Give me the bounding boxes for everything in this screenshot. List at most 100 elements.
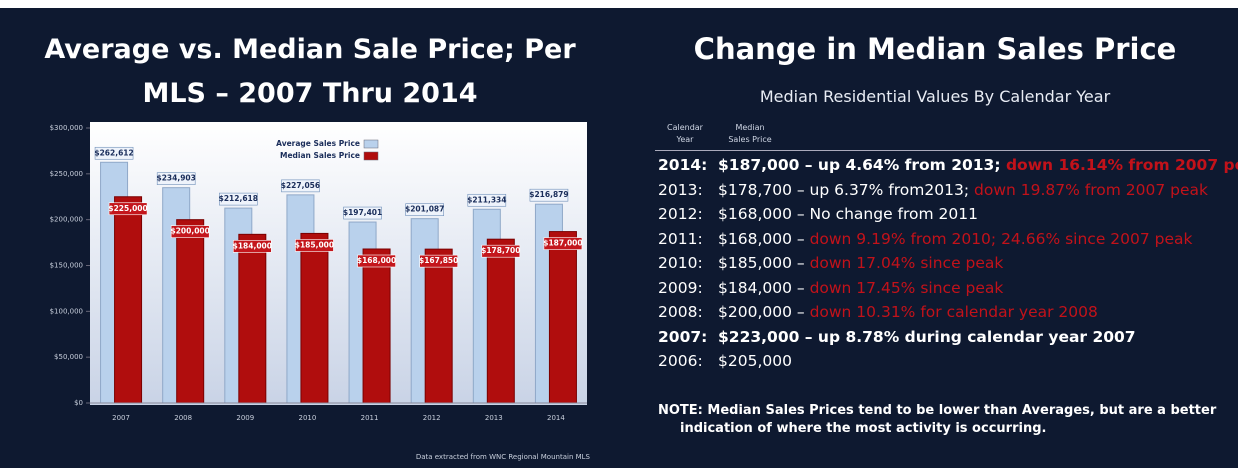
value-label-box <box>357 254 396 268</box>
value-label-box <box>108 202 148 216</box>
value-label: $168,000 <box>357 256 396 265</box>
chart-title: Average vs. Median Sale Price; Per MLS –… <box>44 34 576 109</box>
row-year: 2012: <box>658 205 703 223</box>
row-year: 2006: <box>658 352 703 370</box>
bar <box>424 248 453 404</box>
bar <box>486 238 515 404</box>
bar <box>114 196 143 404</box>
value-label: $184,000 <box>233 241 272 250</box>
row-highlight: down 19.87% from 2007 peak <box>974 180 1208 199</box>
row: 2014: $187,000 – up 4.64% from 2013; down… <box>658 156 1238 174</box>
note: NOTE: Median Sales Prices tend to be low… <box>658 403 1217 436</box>
row: 2013: $178,700 – up 6.37% from2013; down … <box>658 181 1208 199</box>
x-tick-label: 2008 <box>174 414 192 422</box>
row-year: 2011: <box>658 229 703 248</box>
value-label-box <box>94 146 134 160</box>
source: Data extracted from WNC Regional Mountai… <box>416 453 591 461</box>
panel-title: Change in Median Sales Price <box>693 32 1177 66</box>
value-label-box <box>419 254 458 268</box>
row-text: $168,000 – <box>718 229 810 248</box>
bar <box>548 231 577 404</box>
y-tick-label: $0 <box>74 399 83 407</box>
bar <box>362 248 391 404</box>
row-year: 2008: <box>658 303 703 321</box>
row-year: 2009: <box>658 278 703 297</box>
value-label: $185,000 <box>295 240 334 249</box>
x-tick-label: 2011 <box>361 414 379 422</box>
row-text: $168,000 – No change from 2011 <box>718 205 978 223</box>
row-text: $223,000 – up 8.78% during calendar year… <box>718 327 1136 346</box>
value-label: $212,618 <box>219 194 258 203</box>
row-highlight: down 16.14% from 2007 peak <box>1005 156 1238 174</box>
x-tick-label: 2009 <box>236 414 254 422</box>
x-tick-label: 2012 <box>423 414 441 422</box>
row-text: $200,000 – <box>718 303 810 321</box>
value-label: $187,000 <box>543 239 582 248</box>
value-label: $200,000 <box>170 227 209 236</box>
row-year: 2010: <box>658 254 703 272</box>
y-tick-label: $150,000 <box>50 262 83 270</box>
value-label-box <box>405 203 444 216</box>
bar <box>238 233 267 404</box>
row-year: 2013: <box>658 180 703 199</box>
value-label: $167,850 <box>419 256 458 265</box>
value-label-box <box>170 225 210 238</box>
row: 2008: $200,000 – down 10.31% for calendar… <box>658 303 1098 321</box>
row-text: $187,000 – up 4.64% from 2013; <box>718 156 1006 174</box>
x-tick-label: 2014 <box>547 414 565 422</box>
y-tick-label: $200,000 <box>50 216 83 224</box>
value-label: $216,879 <box>529 190 568 199</box>
value-label: $201,087 <box>405 205 444 214</box>
y-tick-label: $100,000 <box>50 307 83 315</box>
value-label-box <box>233 240 272 253</box>
value-label-box <box>281 179 320 193</box>
row-text: $184,000 – <box>718 278 810 297</box>
value-label-box <box>543 237 583 250</box>
y-tick-label: $50,000 <box>54 353 83 361</box>
y-tick-label: $300,000 <box>50 124 83 132</box>
row: 2011: $168,000 – down 9.19% from 2010; 24… <box>658 230 1193 248</box>
x-tick-label: 2013 <box>485 414 503 422</box>
panel-subtitle: Median Residential Values By Calendar Ye… <box>759 87 1111 106</box>
value-label: $262,612 <box>94 148 133 157</box>
value-label: $227,056 <box>281 181 320 190</box>
value-label-box <box>343 206 382 220</box>
y-tick-label: $250,000 <box>50 170 83 178</box>
value-label: $211,334 <box>467 195 506 204</box>
value-label: $178,700 <box>481 246 520 255</box>
row-year: 2007: <box>658 327 708 346</box>
value-label-box <box>219 192 258 206</box>
legend-label: Median Sales Price <box>280 151 360 160</box>
row: 2009: $184,000 – down 17.45% since peak <box>658 279 1003 297</box>
value-label-box <box>481 244 521 258</box>
row: 2010: $185,000 – down 17.04% since peak <box>658 254 1003 272</box>
row-highlight: down 17.45% since peak <box>809 278 1004 297</box>
bar <box>300 232 329 404</box>
row: 2012: $168,000 – No change from 2011 <box>658 205 978 223</box>
row: 2007: $223,000 – up 8.78% during calendar… <box>658 328 1136 346</box>
value-label: $234,903 <box>156 174 195 183</box>
row: 2006: $205,000 <box>658 352 792 370</box>
value-label-box <box>529 188 569 202</box>
row-highlight: down 17.04% since peak <box>809 254 1004 272</box>
legend-label: Average Sales Price <box>276 139 360 148</box>
legend-swatch <box>363 139 379 149</box>
row-highlight: down 10.31% for calendar year 2008 <box>809 303 1098 321</box>
column-header: Calendar Year <box>667 123 703 144</box>
row-text: $178,700 – up 6.37% from2013; <box>718 180 974 199</box>
bar <box>176 219 205 404</box>
value-label-box <box>467 193 507 207</box>
row-text: $185,000 – <box>718 254 810 272</box>
value-label: $225,000 <box>108 204 147 213</box>
header-rule <box>655 150 1210 151</box>
legend-swatch <box>363 151 379 161</box>
value-label-box <box>295 239 334 252</box>
x-tick-label: 2010 <box>299 414 317 422</box>
value-label-box <box>156 172 196 185</box>
row-year: 2014: <box>658 156 708 174</box>
value-label: $197,401 <box>343 208 382 217</box>
column-header: Median Sales Price <box>728 123 772 144</box>
row-highlight: down 9.19% from 2010; 24.66% since 2007 … <box>809 229 1193 248</box>
